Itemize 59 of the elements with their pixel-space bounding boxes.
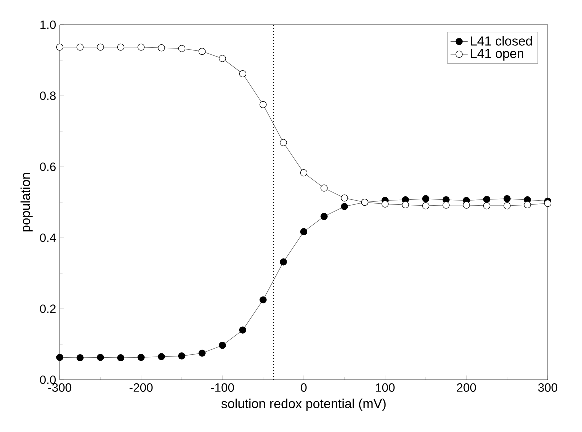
point: [260, 296, 267, 304]
point: [320, 184, 328, 192]
point: [178, 45, 186, 52]
point: [260, 101, 267, 108]
point: [117, 44, 125, 51]
point: [422, 202, 430, 210]
point: [56, 354, 64, 362]
y-tick-label: 1.0: [40, 20, 56, 30]
point: [524, 201, 532, 209]
legend-label: L41 closed: [471, 36, 532, 46]
point: [97, 354, 104, 362]
point: [341, 194, 348, 202]
y-axis-title: population: [20, 173, 33, 232]
point: [504, 195, 511, 202]
y-tick-label: 0.6: [40, 162, 56, 172]
point: [300, 169, 308, 177]
y-tick-label: 0.8: [40, 92, 56, 100]
point: [300, 228, 308, 236]
legend-label: L41 open: [471, 49, 524, 61]
point: [158, 44, 166, 52]
y-tick-label: 0.2: [40, 304, 56, 314]
point: [76, 354, 84, 362]
y-tick-label: 0.4: [40, 234, 56, 242]
x-tick-label: 100: [376, 384, 395, 392]
point: [219, 342, 226, 350]
point: [341, 203, 348, 210]
point: [97, 44, 104, 51]
point: [483, 202, 491, 210]
point: [544, 200, 552, 208]
point: [239, 70, 247, 78]
point: [402, 201, 410, 209]
point: [56, 44, 64, 51]
point: [117, 354, 125, 362]
x-tick-label: -300: [48, 384, 72, 392]
point: [138, 354, 145, 362]
y-tick-label: 0.0: [40, 376, 56, 384]
x-axis-title: solution redox potential (mV): [222, 398, 386, 412]
point: [178, 352, 186, 360]
point: [442, 202, 450, 209]
point: [320, 213, 328, 220]
point: [504, 202, 511, 210]
x-tick-label: 200: [457, 384, 476, 392]
point: [280, 139, 288, 146]
point: [198, 350, 206, 357]
point: [138, 44, 145, 51]
point: [463, 202, 470, 209]
point: [158, 353, 166, 360]
point: [239, 326, 247, 334]
point: [280, 258, 288, 266]
x-tick-label: -200: [130, 384, 153, 392]
x-tick-label: 300: [538, 384, 558, 392]
point: [198, 48, 206, 56]
point: [422, 195, 430, 202]
x-tick-label: -100: [211, 384, 234, 392]
point: [76, 44, 84, 51]
point: [382, 200, 389, 208]
x-tick-label: 0: [301, 384, 307, 392]
point: [219, 55, 226, 62]
point: [483, 196, 491, 204]
